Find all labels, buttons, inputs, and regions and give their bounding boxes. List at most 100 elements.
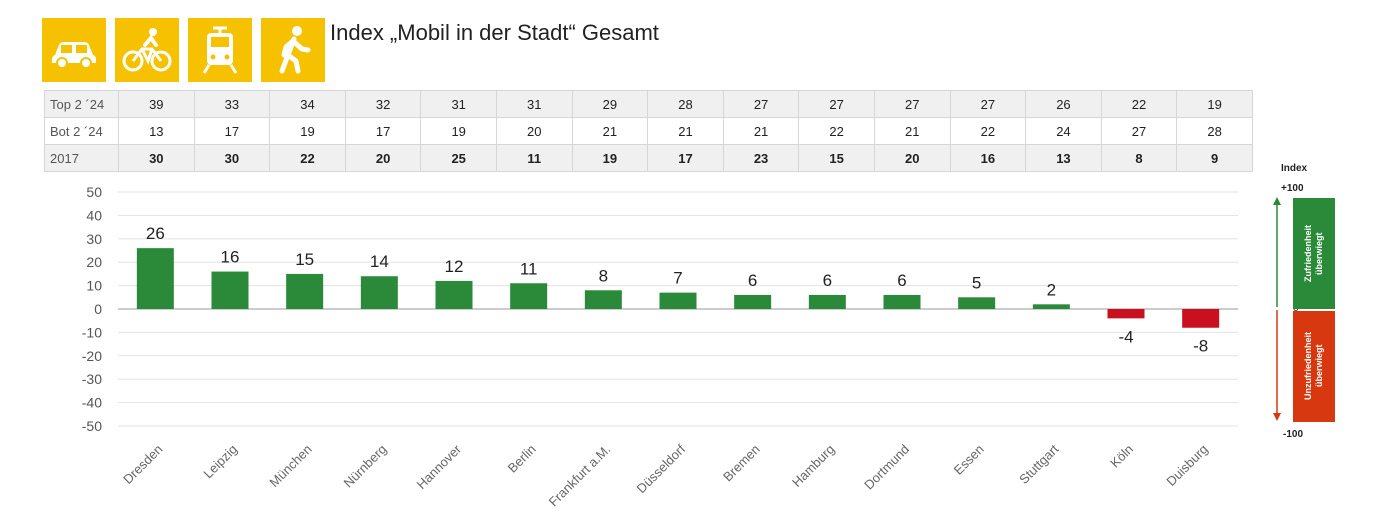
y-tick-label: 30 (86, 231, 102, 247)
y-tick-label: 50 (86, 184, 102, 200)
data-label: 6 (748, 271, 757, 290)
bar-leipzig (211, 271, 249, 309)
stats-row-label: 2017 (44, 144, 119, 172)
x-category-label: Hamburg (789, 442, 837, 490)
legend-top-value: +100 (1281, 183, 1304, 194)
data-label: 7 (673, 269, 682, 288)
data-label: 12 (445, 257, 464, 276)
stats-cell: 34 (269, 90, 346, 118)
stats-cell: 13 (118, 117, 195, 145)
legend-title: Index (1281, 163, 1308, 174)
stats-cell: 30 (118, 144, 195, 172)
x-category-label: München (266, 442, 314, 490)
bar-frankfurt-a-m- (584, 290, 622, 309)
stats-cell: 21 (722, 117, 800, 145)
stats-row: Top 2 ´24 39 33 34 32 31 31 29 28 27 27 27 27 26 22 19 (44, 90, 1253, 118)
data-label: 2 (1047, 280, 1056, 299)
stats-cell: 31 (495, 90, 573, 118)
stats-cell: 32 (344, 90, 422, 118)
data-label: 15 (295, 250, 314, 269)
data-label: 6 (897, 271, 906, 290)
car-icon (42, 18, 106, 82)
legend-positive-label: Zufriedenheit überwiegt (1303, 224, 1324, 282)
y-tick-label: -40 (82, 395, 102, 411)
y-tick-label: -20 (82, 348, 102, 364)
stats-cell: 15 (798, 144, 875, 172)
x-category-label: Düsseldorf (634, 441, 689, 496)
stats-cell: 13 (1025, 144, 1102, 172)
bar-nürnberg (360, 276, 398, 309)
x-category-label: Dortmund (861, 442, 912, 493)
stats-cell: 39 (118, 90, 195, 118)
data-label: -8 (1193, 337, 1208, 356)
bar-hannover (435, 280, 473, 309)
stats-table: Top 2 ´24 39 33 34 32 31 31 29 28 27 27 27 27 26 22 19 B… (44, 90, 1253, 172)
y-tick-label: 40 (86, 207, 102, 223)
chart-title: Index „Mobil in der Stadt“ Gesamt (330, 20, 659, 45)
stats-cell: 19 (1176, 90, 1253, 118)
y-tick-label: 0 (94, 301, 102, 317)
y-tick-label: 10 (86, 278, 102, 294)
x-category-label: Nürnberg (341, 442, 390, 491)
bar-essen (958, 297, 996, 309)
x-category-label: Bremen (720, 442, 763, 485)
stats-cell: 11 (495, 144, 573, 172)
data-label: 6 (823, 271, 832, 290)
stats-cell: 27 (1100, 117, 1178, 145)
legend-positive-box: Zufriedenheit überwiegt (1293, 198, 1335, 309)
stats-cell: 17 (647, 144, 724, 172)
x-category-label: Essen (951, 442, 987, 478)
stats-cell: 22 (269, 144, 346, 172)
stats-cell: 8 (1100, 144, 1178, 172)
x-category-label: Berlin (505, 442, 539, 476)
data-label: 14 (370, 252, 389, 271)
x-category-label: Köln (1107, 442, 1136, 471)
stats-row-label: Bot 2 ´24 (44, 117, 119, 145)
bar-dortmund (883, 294, 921, 309)
bar-dresden (136, 248, 174, 309)
stats-cell: 19 (571, 144, 649, 172)
mode-icons (42, 18, 325, 82)
x-category-label: Hannover (414, 441, 465, 492)
stats-cell: 29 (571, 90, 649, 118)
pedestrian-icon (261, 18, 325, 82)
data-label: -4 (1118, 327, 1133, 346)
stats-cell: 26 (1025, 90, 1102, 118)
stats-cell: 24 (1025, 117, 1102, 145)
stats-cell: 27 (949, 90, 1027, 118)
bicycle-icon (115, 18, 179, 82)
data-label: 8 (599, 266, 608, 285)
stats-cell: 22 (1100, 90, 1178, 118)
data-label: 11 (520, 259, 538, 278)
legend-bottom-value: -100 (1283, 429, 1304, 440)
x-category-label: Duisburg (1163, 442, 1210, 489)
bar-münchen (286, 273, 324, 309)
bar-hamburg (808, 294, 846, 309)
legend-arrow-icon (1273, 197, 1281, 421)
bar-duisburg (1182, 309, 1220, 328)
stats-row: 2017 30 30 22 20 25 11 19 17 23 15 20 16 13 8 9 (44, 144, 1253, 172)
x-category-label: Dresden (120, 442, 165, 487)
bar-stuttgart (1032, 304, 1070, 309)
y-tick-label: -50 (82, 418, 102, 434)
stats-cell: 20 (873, 144, 951, 172)
y-tick-label: -10 (82, 324, 102, 340)
legend-negative-box: Unzufriedenheit überwiegt (1293, 311, 1335, 422)
bar-berlin (510, 283, 548, 309)
data-label: 5 (972, 273, 981, 292)
stats-cell: 17 (344, 117, 422, 145)
bar-düsseldorf (659, 292, 697, 309)
y-tick-label: -30 (82, 371, 102, 387)
y-tick-label: 20 (86, 254, 102, 270)
stats-cell: 16 (949, 144, 1027, 172)
bar-bremen (734, 294, 772, 309)
stats-cell: 23 (722, 144, 800, 172)
legend-negative-label: Unzufriedenheit überwiegt (1303, 332, 1324, 401)
stats-cell: 27 (873, 90, 951, 118)
x-category-label: Leipzig (200, 442, 240, 482)
stats-cell: 27 (798, 90, 875, 118)
data-label: 16 (221, 248, 240, 267)
stats-cell: 21 (571, 117, 649, 145)
x-category-label: Frankfurt a.M. (546, 442, 614, 510)
